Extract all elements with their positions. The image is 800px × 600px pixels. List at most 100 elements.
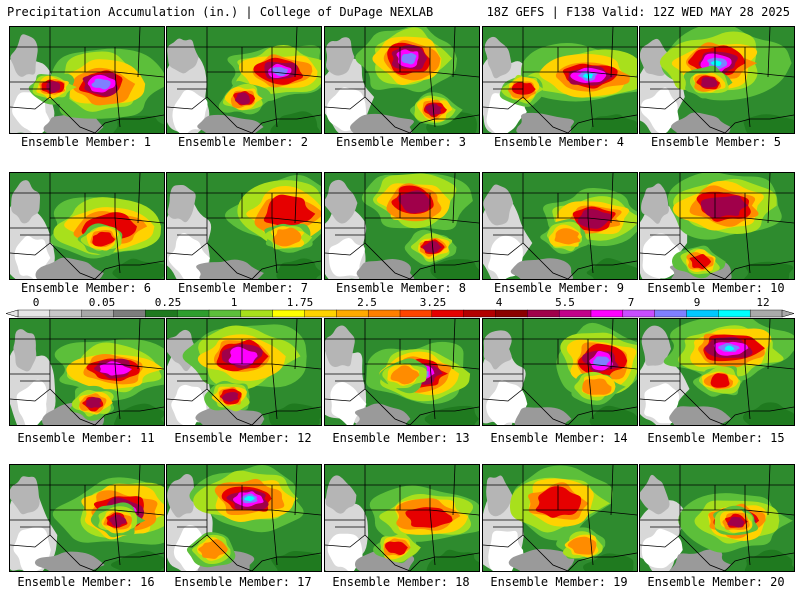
precip-contour <box>272 227 302 247</box>
precip-contour <box>401 52 417 65</box>
state-border-line <box>364 388 411 425</box>
ensemble-member-9-map <box>482 172 638 280</box>
precip-contour <box>483 184 514 226</box>
colorbar-cell <box>495 309 528 318</box>
state-border-line <box>271 71 321 78</box>
precip-contour <box>430 259 479 279</box>
ensemble-member-10-map <box>639 172 795 280</box>
precip-contour <box>743 402 794 425</box>
ensemble-member-label: Ensemble Member: 9 <box>493 281 625 295</box>
colorbar-tick-label: 7 <box>627 296 635 309</box>
precip-contour <box>641 325 671 366</box>
ensemble-member-11-map <box>9 318 165 426</box>
precip-contour <box>196 259 264 279</box>
state-border-line <box>364 534 411 571</box>
state-border-line <box>429 71 479 78</box>
state-border-line <box>364 96 411 133</box>
precip-contour <box>109 514 127 528</box>
state-border-line <box>587 217 594 274</box>
colorbar-cell <box>304 309 337 318</box>
state-border-line <box>452 319 456 370</box>
state-border-line <box>567 406 637 425</box>
state-border-line <box>744 509 794 516</box>
state-border-line <box>294 27 298 78</box>
precip-contour <box>85 397 102 409</box>
ensemble-member-label: Ensemble Member: 11 <box>17 431 155 445</box>
state-border-line <box>429 71 436 128</box>
precip-contour <box>12 92 50 133</box>
precip-contour <box>516 112 575 133</box>
precip-contour <box>390 365 420 385</box>
state-border-line <box>640 96 681 110</box>
ensemble-member-label: Ensemble Member: 7 <box>177 281 309 295</box>
precip-contour <box>10 34 38 77</box>
state-border-line <box>744 363 751 420</box>
state-border-line <box>10 242 51 256</box>
colorbar-tick-label: 4 <box>495 296 503 309</box>
state-border-line <box>767 319 771 370</box>
state-border-line <box>724 406 794 425</box>
state-border-line <box>271 217 321 224</box>
colorbar-cell <box>463 309 497 318</box>
ensemble-member-19-map <box>482 464 638 572</box>
precip-contour <box>508 548 575 571</box>
state-border-line <box>640 242 681 256</box>
state-border-line <box>137 465 141 516</box>
precip-contour <box>511 82 536 95</box>
colorbar-cell <box>527 309 560 318</box>
precip-contour <box>11 180 41 224</box>
ensemble-member-label: Ensemble Member: 6 <box>20 281 152 295</box>
state-border-line <box>610 27 614 78</box>
state-border-line <box>452 465 456 516</box>
state-border-line <box>271 509 278 566</box>
state-border-line <box>744 71 794 78</box>
colorbar-cell <box>145 309 178 318</box>
state-border-line <box>567 260 637 279</box>
precip-contour <box>586 258 637 279</box>
colorbar-tick-label: 9 <box>693 296 701 309</box>
state-border-line <box>137 173 141 224</box>
state-border-line <box>251 114 321 133</box>
colorbar-cell <box>622 309 656 318</box>
state-border-line <box>137 319 141 370</box>
ensemble-member-7-map <box>166 172 322 280</box>
state-border-line <box>206 242 253 279</box>
state-border-line <box>294 319 298 370</box>
colorbar-cell <box>686 309 719 318</box>
precip-contour <box>510 258 574 279</box>
precip-contour <box>276 258 321 279</box>
ensemble-member-label: Ensemble Member: 16 <box>17 575 155 589</box>
precip-contour <box>325 325 355 367</box>
colorbar-cell <box>113 309 146 318</box>
state-border-line <box>767 27 771 78</box>
precip-contour <box>405 507 453 528</box>
state-border-line <box>587 71 637 78</box>
ensemble-member-label: Ensemble Member: 17 <box>174 575 312 589</box>
state-border-line <box>522 388 569 425</box>
state-border-line <box>94 552 164 571</box>
precip-contour <box>110 550 164 571</box>
state-border-line <box>679 534 726 571</box>
ensemble-member-label: Ensemble Member: 1 <box>20 135 152 149</box>
colorbar-cell <box>272 309 306 318</box>
precip-contour <box>271 67 288 77</box>
ensemble-member-2-map <box>166 26 322 134</box>
ensemble-member-label: Ensemble Member: 3 <box>335 135 467 149</box>
ensemble-member-13-map <box>324 318 480 426</box>
colorbar-cell <box>431 309 465 318</box>
state-border-line <box>114 217 121 274</box>
precip-contour <box>398 190 431 214</box>
state-border-line <box>429 363 479 370</box>
state-border-line <box>10 96 51 110</box>
state-border-line <box>167 242 208 256</box>
state-border-line <box>271 363 278 420</box>
colorbar-right-arrow <box>781 309 794 318</box>
ensemble-member-label: Ensemble Member: 4 <box>493 135 625 149</box>
precip-contour <box>228 346 258 366</box>
state-border-line <box>294 465 298 516</box>
state-border-line <box>724 114 794 133</box>
state-border-line <box>10 388 51 402</box>
precip-contour <box>270 111 321 133</box>
ensemble-member-20-map <box>639 464 795 572</box>
precip-contour <box>327 533 363 571</box>
